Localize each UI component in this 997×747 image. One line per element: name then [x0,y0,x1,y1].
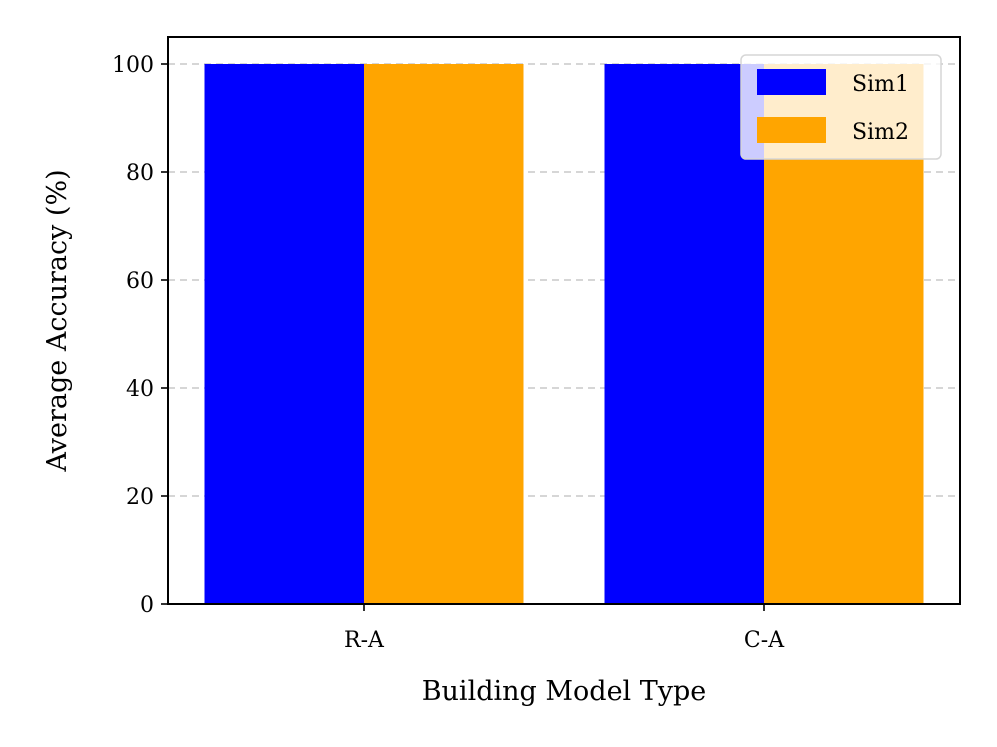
legend: Sim1 Sim2 [740,54,942,160]
x-tick-label: R-A [344,628,385,653]
legend-swatch-sim2 [757,117,826,143]
y-tick-label: 20 [126,485,154,510]
y-tick-label: 100 [112,53,154,78]
legend-label-sim1: Sim1 [852,72,909,97]
legend-label-sim2: Sim2 [852,120,909,145]
x-axis: R-A C-A [344,604,785,653]
plot-area-frame [167,36,961,605]
y-axis-title: Average Accuracy (%) [42,169,73,472]
y-tick-label: 40 [126,377,154,402]
y-tick-label: 0 [140,593,154,618]
bar-sim1-c-a [604,64,764,604]
y-tick-label: 60 [126,269,154,294]
x-tick-label: C-A [744,628,785,653]
bar-sim2-r-a [364,64,524,604]
y-axis: 0 20 40 60 80 100 [112,53,168,618]
x-axis-title: Building Model Type [422,676,707,707]
bar-sim1-r-a [204,64,364,604]
bars [204,64,924,604]
legend-swatch-sim1 [757,69,826,95]
y-tick-label: 80 [126,161,154,186]
